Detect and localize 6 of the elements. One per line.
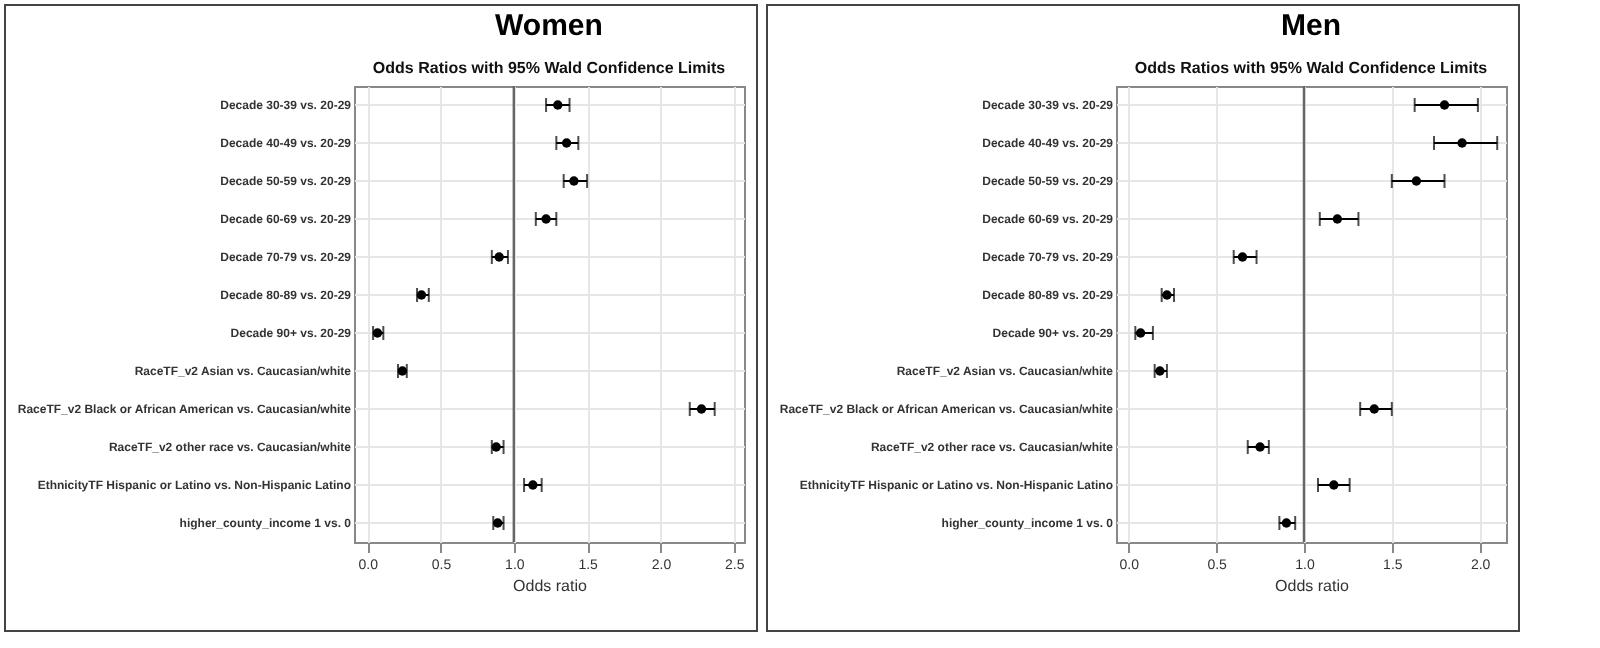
chart-subtitle: Odds Ratios with 95% Wald Confidence Limits xyxy=(372,58,727,77)
x-axis-title: Odds ratio xyxy=(513,577,589,595)
chart-title: Women xyxy=(495,8,603,43)
x-axis-title: Odds ratio xyxy=(1275,577,1351,595)
chart-subtitle: Odds Ratios with 95% Wald Confidence Limits xyxy=(1134,58,1489,77)
chart-title: Men xyxy=(1281,8,1341,43)
